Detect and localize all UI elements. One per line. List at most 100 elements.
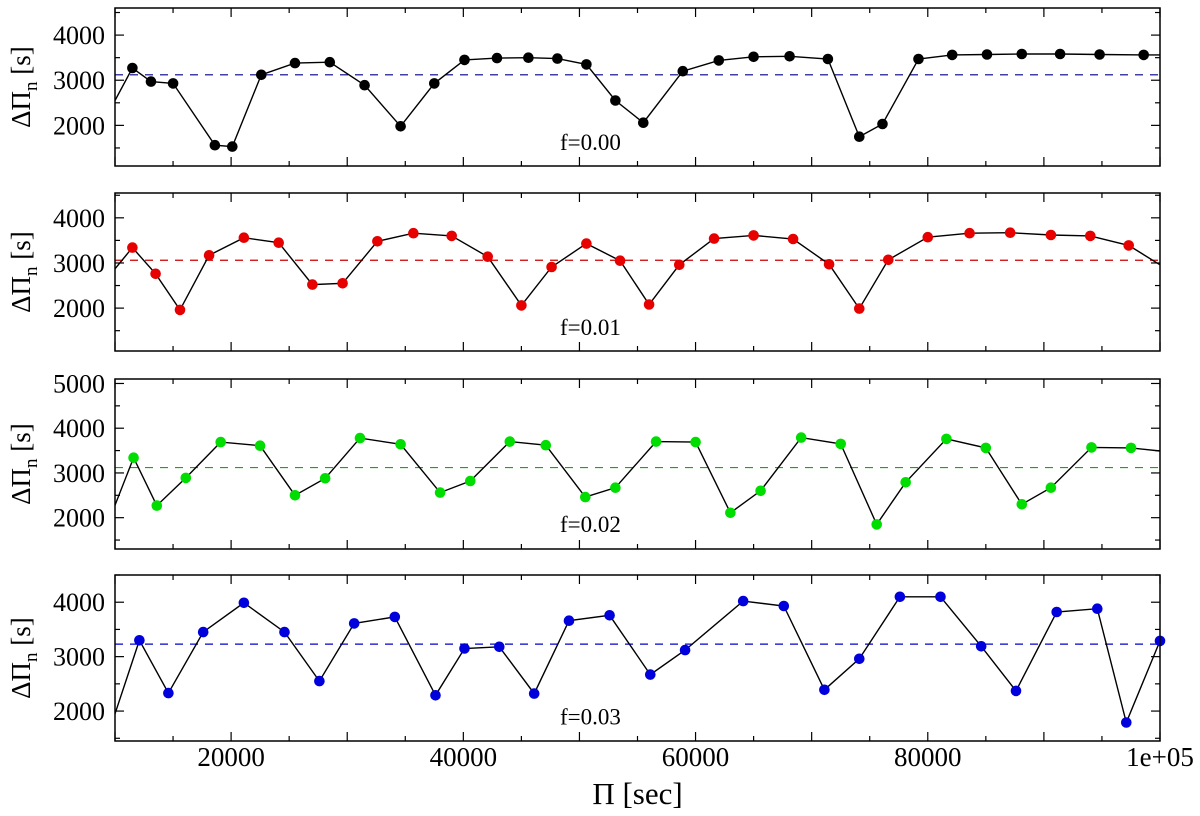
data-point	[748, 230, 759, 241]
data-point	[614, 255, 626, 266]
data-point	[389, 611, 401, 623]
plot-border	[114, 378, 1161, 550]
data-point	[755, 485, 766, 497]
data-point	[679, 644, 691, 656]
y-tick-label: 3000	[53, 66, 105, 95]
data-point	[459, 643, 470, 654]
data-point	[854, 303, 865, 314]
data-point	[725, 507, 736, 519]
data-point	[279, 626, 290, 638]
y-tick-label: 2000	[53, 294, 105, 323]
data-point	[822, 53, 834, 65]
data-point	[1045, 482, 1057, 494]
data-point	[713, 55, 725, 66]
data-point	[835, 438, 846, 450]
data-point	[871, 519, 882, 530]
data-point	[491, 52, 503, 64]
data-point	[552, 53, 563, 64]
data-point	[215, 436, 226, 448]
data-point	[151, 500, 163, 511]
data-point	[163, 687, 174, 699]
x-axis-title: Π [sec]	[592, 776, 682, 811]
y-tick-label: 4000	[53, 588, 105, 617]
data-point	[922, 231, 934, 243]
data-point	[854, 131, 865, 142]
y-tick-label: 3000	[53, 459, 105, 488]
series-line	[114, 231, 1161, 312]
data-point	[941, 433, 952, 445]
data-point	[337, 278, 348, 289]
data-point	[516, 300, 527, 311]
series-line	[114, 53, 1160, 148]
y-tick-label: 2000	[53, 697, 105, 726]
data-point	[708, 233, 720, 244]
y-tick-label: 2000	[53, 504, 105, 533]
data-point	[581, 238, 592, 249]
data-point	[255, 69, 267, 81]
data-point	[273, 237, 285, 248]
x-tick-label: 20000	[197, 742, 265, 772]
y-axis-title: ΔΠn [s]	[6, 617, 42, 699]
data-point	[348, 618, 360, 629]
data-point	[238, 597, 250, 609]
data-point	[913, 53, 924, 65]
y-axis-title: ΔΠn [s]	[6, 231, 42, 313]
data-point	[359, 79, 370, 91]
plot-border	[114, 7, 1161, 167]
data-point	[354, 432, 366, 444]
data-point	[638, 117, 649, 128]
x-tick-label: 1e+05	[1126, 742, 1194, 772]
data-point	[563, 615, 575, 626]
data-point	[528, 688, 540, 699]
data-point	[540, 439, 552, 451]
x-tick-label: 80000	[894, 742, 962, 772]
data-point	[643, 299, 655, 310]
data-point	[430, 690, 441, 701]
data-point	[1004, 227, 1016, 238]
data-point	[737, 595, 749, 607]
data-point	[127, 62, 138, 74]
data-point	[254, 440, 266, 452]
data-point	[610, 95, 621, 106]
data-point	[408, 227, 419, 239]
panel-label: f=0.01	[560, 315, 621, 340]
data-point	[395, 121, 406, 132]
x-tick-label: 60000	[662, 742, 730, 772]
data-point	[307, 279, 318, 290]
data-point	[150, 268, 161, 280]
data-point	[324, 56, 336, 68]
data-point	[546, 261, 557, 273]
data-point	[823, 259, 835, 270]
data-point	[580, 491, 591, 503]
data-point	[446, 230, 458, 242]
data-point	[1051, 606, 1062, 618]
data-point	[289, 490, 301, 501]
data-point	[227, 141, 238, 152]
data-point	[1138, 49, 1149, 61]
data-point	[581, 59, 592, 70]
data-point	[1054, 48, 1066, 60]
data-point	[319, 473, 331, 484]
data-point	[203, 250, 215, 261]
y-tick-label: 2000	[53, 111, 105, 140]
data-point	[209, 139, 221, 151]
data-point	[134, 635, 145, 646]
data-point	[980, 442, 992, 454]
data-point	[674, 259, 685, 271]
data-point	[1085, 230, 1096, 242]
panel-f001: 2000 3000 4000 f=0.01 ΔΠn [s]	[6, 192, 1161, 352]
panel-f003: 2000 3000 4000 f=0.03 ΔΠn [s]	[6, 574, 1166, 742]
data-point	[372, 236, 383, 247]
data-point	[645, 669, 656, 680]
data-point	[935, 591, 946, 603]
data-point	[1010, 685, 1022, 697]
data-point	[314, 675, 325, 687]
data-point	[1123, 240, 1134, 251]
x-tick-label: 40000	[430, 742, 498, 772]
data-point	[883, 254, 894, 266]
panel-label: f=0.03	[560, 704, 621, 729]
y-tick-label: 4000	[53, 204, 105, 233]
data-point	[787, 233, 799, 245]
data-point	[1086, 442, 1097, 453]
